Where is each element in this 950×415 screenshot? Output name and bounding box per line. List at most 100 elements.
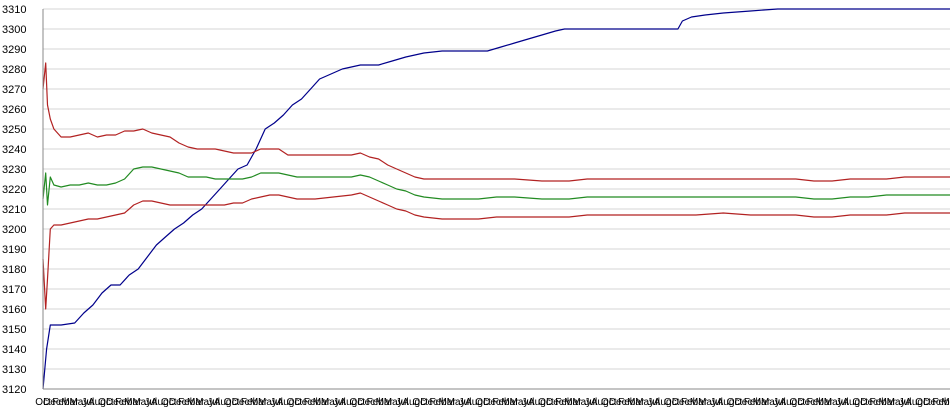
x-tick-label: Oct bbox=[727, 397, 743, 408]
x-tick-label: Dec bbox=[420, 397, 438, 408]
x-tick-label: Mar bbox=[564, 397, 582, 408]
x-tick-label: Jul bbox=[710, 397, 723, 408]
x-tick-label: Jul bbox=[396, 397, 409, 408]
x-tick-label: Dec bbox=[169, 397, 187, 408]
x-tick-label: May bbox=[887, 397, 906, 408]
x-tick-label: Mar bbox=[187, 397, 205, 408]
x-tick-label: Dec bbox=[860, 397, 878, 408]
x-tick-label: Feb bbox=[744, 397, 762, 408]
x-tick-label: Feb bbox=[178, 397, 196, 408]
x-tick-label: Mar bbox=[61, 397, 79, 408]
x-tick-label: Aug bbox=[528, 397, 546, 408]
x-tick-label: Aug bbox=[402, 397, 420, 408]
y-tick-label: 3170 bbox=[2, 284, 26, 296]
x-tick-label: Jul bbox=[836, 397, 849, 408]
y-tick-label: 3150 bbox=[2, 324, 26, 336]
x-tick-label: May bbox=[447, 397, 466, 408]
x-tick-label: Aug bbox=[905, 397, 923, 408]
x-tick-label: Oct bbox=[790, 397, 806, 408]
y-tick-label: 3300 bbox=[2, 24, 26, 36]
x-tick-label: Oct bbox=[664, 397, 680, 408]
x-tick-label: Mar bbox=[690, 397, 708, 408]
x-tick-label: May bbox=[824, 397, 843, 408]
y-tick-label: 3120 bbox=[2, 384, 26, 396]
x-tick-label: May bbox=[761, 397, 780, 408]
x-tick-label: Jul bbox=[270, 397, 283, 408]
x-tick-label: Mar bbox=[501, 397, 519, 408]
x-tick-label: Oct bbox=[475, 397, 491, 408]
series-line-upper bbox=[42, 62, 950, 182]
x-tick-label: Aug bbox=[277, 397, 295, 408]
x-tick-label: Dec bbox=[295, 397, 313, 408]
x-tick-label: May bbox=[509, 397, 528, 408]
y-tick-label: 3180 bbox=[2, 264, 26, 276]
x-tick-label: Aug bbox=[654, 397, 672, 408]
y-tick-label: 3140 bbox=[2, 344, 26, 356]
series-line-cumulative bbox=[42, 8, 950, 390]
x-tick-label: Jul bbox=[333, 397, 346, 408]
x-tick-label: Oct bbox=[538, 397, 554, 408]
y-tick-label: 3280 bbox=[2, 64, 26, 76]
x-tick-label: Dec bbox=[546, 397, 564, 408]
x-tick-label: Oct bbox=[224, 397, 240, 408]
x-tick-label: Dec bbox=[735, 397, 753, 408]
x-tick-label: Dec bbox=[609, 397, 627, 408]
x-tick-label: Aug bbox=[465, 397, 483, 408]
series-lines bbox=[42, 8, 950, 390]
x-tick-label: Mar bbox=[879, 397, 897, 408]
x-tick-label: Mar bbox=[941, 397, 950, 408]
x-tick-label: Aug bbox=[339, 397, 357, 408]
x-tick-label: Mar bbox=[313, 397, 331, 408]
x-tick-label: Feb bbox=[115, 397, 133, 408]
x-axis-ticks: OctDecFebMarMayJulAugOctDecFebMarMayJulA… bbox=[35, 397, 950, 408]
x-tick-label: Dec bbox=[43, 397, 61, 408]
y-tick-label: 3260 bbox=[2, 104, 26, 116]
x-tick-label: Dec bbox=[357, 397, 375, 408]
x-tick-label: Mar bbox=[438, 397, 456, 408]
x-tick-label: Aug bbox=[591, 397, 609, 408]
y-tick-label: 3270 bbox=[2, 84, 26, 96]
x-tick-label: Oct bbox=[852, 397, 868, 408]
x-tick-label: May bbox=[132, 397, 151, 408]
plot-background bbox=[43, 9, 950, 389]
x-tick-label: May bbox=[572, 397, 591, 408]
x-tick-label: May bbox=[698, 397, 717, 408]
x-tick-label: Feb bbox=[681, 397, 699, 408]
x-tick-label: Mar bbox=[753, 397, 771, 408]
x-tick-label: Feb bbox=[304, 397, 322, 408]
x-tick-label: Oct bbox=[601, 397, 617, 408]
x-tick-label: Jul bbox=[773, 397, 786, 408]
x-tick-label: Feb bbox=[618, 397, 636, 408]
x-tick-label: Feb bbox=[430, 397, 448, 408]
x-tick-label: Jul bbox=[647, 397, 660, 408]
x-tick-label: Feb bbox=[52, 397, 70, 408]
x-tick-label: May bbox=[321, 397, 340, 408]
x-tick-label: Mar bbox=[250, 397, 268, 408]
x-tick-label: Mar bbox=[376, 397, 394, 408]
x-tick-label: Feb bbox=[555, 397, 573, 408]
x-tick-label: Aug bbox=[151, 397, 169, 408]
x-tick-label: Jul bbox=[584, 397, 597, 408]
x-tick-label: Oct bbox=[350, 397, 366, 408]
x-tick-label: May bbox=[69, 397, 88, 408]
y-tick-label: 3210 bbox=[2, 204, 26, 216]
y-tick-label: 3190 bbox=[2, 244, 26, 256]
x-tick-label: Aug bbox=[779, 397, 797, 408]
x-tick-label: May bbox=[635, 397, 654, 408]
x-tick-label: Dec bbox=[797, 397, 815, 408]
y-tick-label: 3240 bbox=[2, 144, 26, 156]
x-tick-label: May bbox=[195, 397, 214, 408]
x-tick-label: Jul bbox=[144, 397, 157, 408]
y-axis-ticks: 3120 3130 3140 3150 3160 3170 3180 3190 3200 3210… bbox=[2, 4, 26, 396]
x-tick-label: Dec bbox=[483, 397, 501, 408]
x-tick-label: Oct bbox=[915, 397, 931, 408]
x-tick-label: Aug bbox=[88, 397, 106, 408]
series-line-lower bbox=[42, 192, 950, 310]
x-tick-label: Feb bbox=[870, 397, 888, 408]
x-tick-label: Jul bbox=[522, 397, 535, 408]
x-tick-label: Mar bbox=[627, 397, 645, 408]
x-tick-label: Oct bbox=[287, 397, 303, 408]
y-tick-label: 3250 bbox=[2, 124, 26, 136]
x-tick-label: Feb bbox=[241, 397, 259, 408]
